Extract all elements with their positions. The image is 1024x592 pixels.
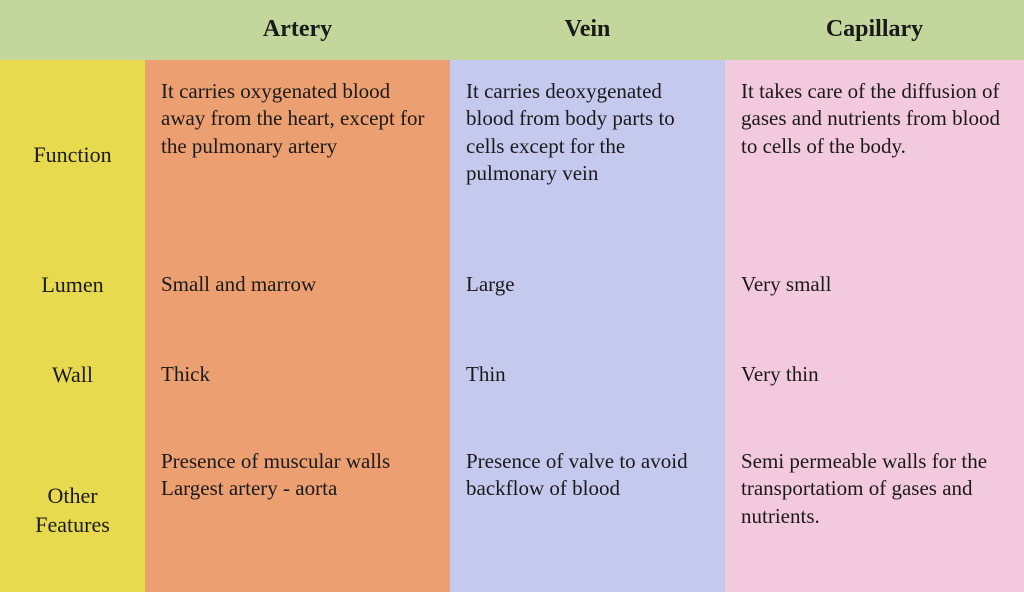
table-cell: Small and marrow xyxy=(145,250,450,320)
table-cell: Presence of muscular walls Largest arter… xyxy=(145,430,450,592)
table-cell: Thin xyxy=(450,320,725,430)
row-label: Other Features xyxy=(0,430,145,592)
comparison-table: ArteryVeinCapillary FunctionIt carries ox… xyxy=(0,0,1024,592)
table-cell: Very thin xyxy=(725,320,1024,430)
row-label: Lumen xyxy=(0,250,145,320)
table-cell: It carries deoxygenated blood from body … xyxy=(450,60,725,250)
row-label: Function xyxy=(0,60,145,250)
column-header: Capillary xyxy=(725,0,1024,60)
header-corner xyxy=(0,0,145,60)
row-label: Wall xyxy=(0,320,145,430)
column-header: Artery xyxy=(145,0,450,60)
column-header: Vein xyxy=(450,0,725,60)
table-cell: Large xyxy=(450,250,725,320)
table-cell: Semi permeable walls for the transportat… xyxy=(725,430,1024,592)
table-cell: It carries oxygenated blood away from th… xyxy=(145,60,450,250)
table-cell: Presence of valve to avoid backflow of b… xyxy=(450,430,725,592)
table-cell: Very small xyxy=(725,250,1024,320)
table-cell: Thick xyxy=(145,320,450,430)
table-cell: It takes care of the diffusion of gases … xyxy=(725,60,1024,250)
